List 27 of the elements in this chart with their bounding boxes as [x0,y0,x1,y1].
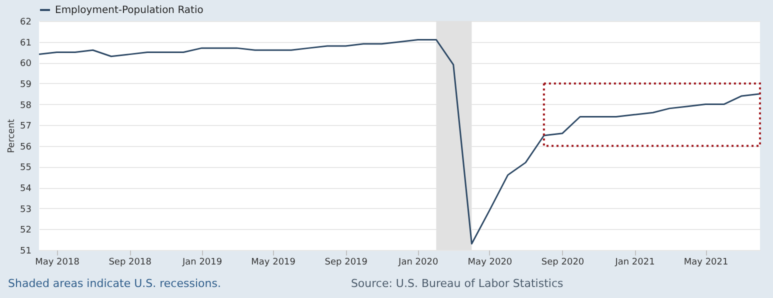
legend-label: Employment-Population Ratio [55,5,204,16]
y-tick-label: 60 [20,59,32,70]
text: Shaded areas indicate U.S. recessions. [8,276,221,290]
y-tick-label: 58 [20,100,32,111]
y-tick-label: 59 [20,80,32,90]
x-tick-label: May 2020 [468,258,512,268]
y-tick-label: 52 [20,226,32,236]
line-series [39,38,760,245]
y-tick-label: 53 [20,204,32,215]
y-tick-label: 62 [20,18,32,28]
x-tick-label: Sep 2020 [541,258,584,268]
y-tick-label: 57 [20,122,32,132]
y-tick-label: 56 [20,142,32,152]
y-tick-label: 61 [20,38,32,48]
y-tick-label: 55 [20,163,32,174]
x-tick-label: Sep 2019 [324,258,368,268]
y-tick-label: 54 [20,184,32,194]
x-tick-label: Jan 2019 [181,258,222,268]
source-note: Source: U.S. Bureau of Labor Statistics [350,276,564,290]
y-axis-title: Percent [7,118,18,153]
x-tick-label: May 2018 [35,258,80,268]
x-tick-label: May 2021 [684,258,728,268]
x-tick-label: May 2019 [251,258,296,268]
y-tick-label: 51 [20,246,32,256]
x-tick-label: Jan 2021 [614,258,655,268]
x-tick-label: Sep 2018 [108,258,152,268]
x-tick-label: Jan 2020 [398,258,438,268]
